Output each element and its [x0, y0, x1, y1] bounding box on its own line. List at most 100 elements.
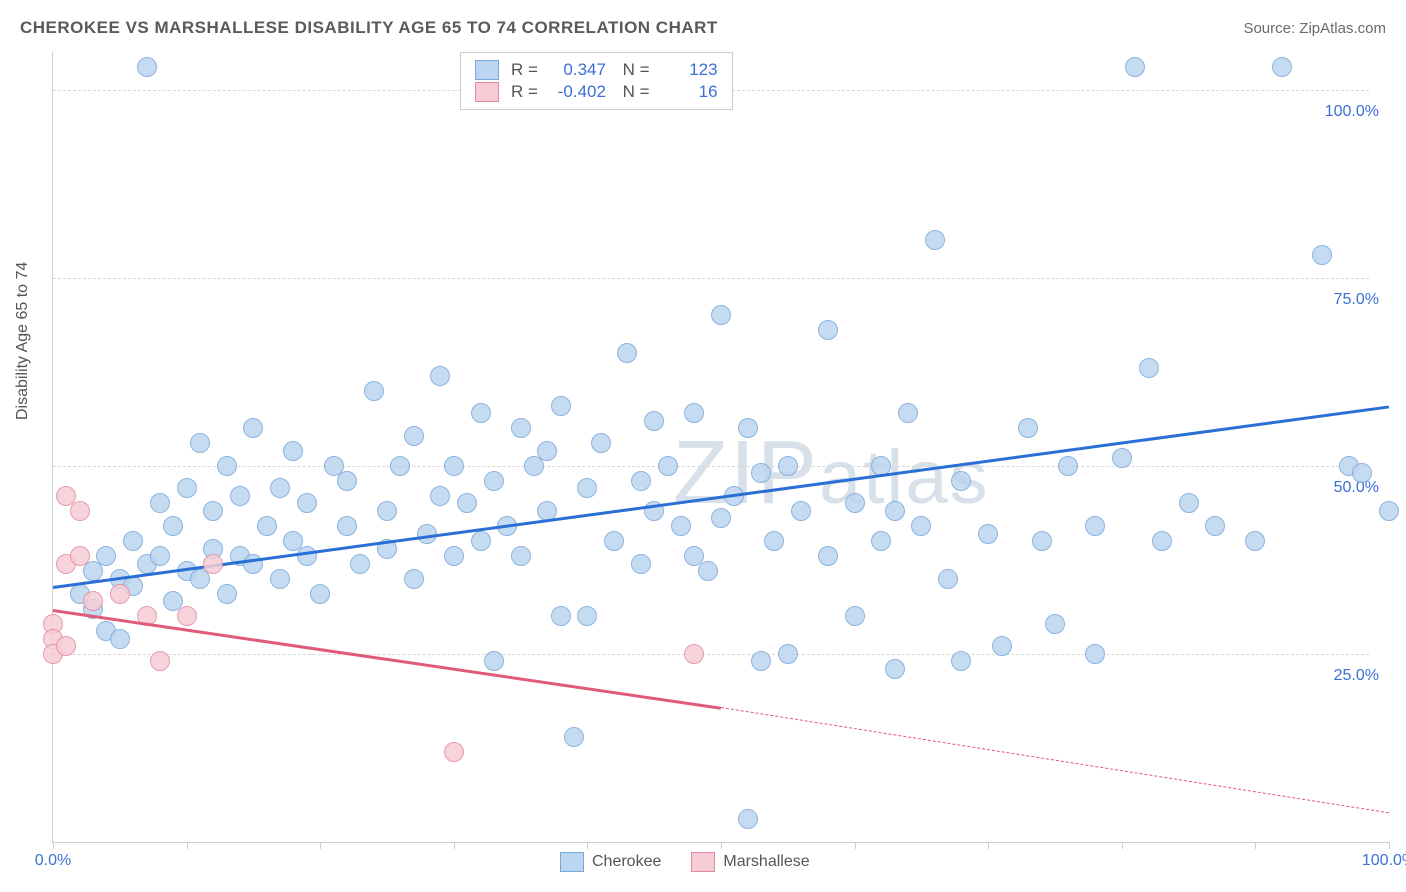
scatter-point: [177, 478, 197, 498]
scatter-point: [56, 636, 76, 656]
scatter-point: [751, 651, 771, 671]
scatter-point: [791, 501, 811, 521]
scatter-point: [1125, 57, 1145, 77]
scatter-point: [297, 493, 317, 513]
scatter-point: [684, 403, 704, 423]
scatter-point: [243, 554, 263, 574]
scatter-point: [444, 546, 464, 566]
scatter-point: [684, 546, 704, 566]
scatter-point: [591, 433, 611, 453]
scatter-point: [270, 478, 290, 498]
scatter-point: [577, 478, 597, 498]
scatter-point: [404, 426, 424, 446]
scatter-point: [511, 418, 531, 438]
scatter-point: [457, 493, 477, 513]
scatter-point: [898, 403, 918, 423]
xtick: [187, 842, 188, 849]
scatter-point: [1352, 463, 1372, 483]
scatter-point: [217, 584, 237, 604]
scatter-point: [684, 644, 704, 664]
scatter-point: [818, 546, 838, 566]
scatter-point: [110, 629, 130, 649]
legend-row-cherokee: R = 0.347 N = 123: [475, 59, 718, 81]
scatter-point: [230, 486, 250, 506]
scatter-point: [885, 659, 905, 679]
n-value-cherokee: 123: [662, 60, 718, 80]
gridline: [53, 654, 1369, 655]
r-value-cherokee: 0.347: [550, 60, 606, 80]
scatter-point: [1112, 448, 1132, 468]
scatter-point: [377, 501, 397, 521]
scatter-point: [70, 546, 90, 566]
scatter-point: [390, 456, 410, 476]
ytick-label: 75.0%: [1334, 291, 1379, 309]
chart-title: CHEROKEE VS MARSHALLESE DISABILITY AGE 6…: [20, 18, 718, 38]
xtick: [454, 842, 455, 849]
scatter-point: [1379, 501, 1399, 521]
legend-item-marshallese: Marshallese: [691, 852, 809, 872]
xtick: [988, 842, 989, 849]
legend-label-cherokee: Cherokee: [592, 853, 661, 871]
scatter-point: [925, 230, 945, 250]
scatter-point: [978, 524, 998, 544]
scatter-point: [818, 320, 838, 340]
scatter-point: [471, 531, 491, 551]
xtick: [1122, 842, 1123, 849]
xtick: [855, 842, 856, 849]
scatter-point: [551, 396, 571, 416]
r-value-marshallese: -0.402: [550, 82, 606, 102]
scatter-point: [711, 305, 731, 325]
scatter-point: [537, 441, 557, 461]
scatter-point: [617, 343, 637, 363]
series-legend: Cherokee Marshallese: [560, 852, 810, 872]
scatter-point: [484, 651, 504, 671]
scatter-point: [217, 456, 237, 476]
scatter-point: [778, 644, 798, 664]
scatter-point: [658, 456, 678, 476]
scatter-point: [1312, 245, 1332, 265]
n-value-marshallese: 16: [662, 82, 718, 102]
scatter-point: [1058, 456, 1078, 476]
scatter-point: [1152, 531, 1172, 551]
scatter-point: [123, 531, 143, 551]
scatter-point: [96, 546, 116, 566]
scatter-point: [350, 554, 370, 574]
xtick: [1389, 842, 1390, 849]
scatter-point: [911, 516, 931, 536]
scatter-point: [70, 501, 90, 521]
scatter-point: [297, 546, 317, 566]
scatter-point: [1085, 516, 1105, 536]
scatter-point: [992, 636, 1012, 656]
scatter-point: [150, 493, 170, 513]
scatter-point: [203, 501, 223, 521]
scatter-point: [951, 651, 971, 671]
legend-label-marshallese: Marshallese: [723, 853, 809, 871]
scatter-point: [1085, 644, 1105, 664]
scatter-point: [1205, 516, 1225, 536]
scatter-point: [871, 531, 891, 551]
scatter-point: [1139, 358, 1159, 378]
ytick-label: 100.0%: [1325, 103, 1379, 121]
scatter-point: [190, 433, 210, 453]
legend-row-marshallese: R = -0.402 N = 16: [475, 81, 718, 103]
scatter-point: [1045, 614, 1065, 634]
scatter-point: [203, 554, 223, 574]
scatter-point: [163, 516, 183, 536]
source-label: Source: ZipAtlas.com: [1243, 20, 1386, 37]
scatter-point: [778, 456, 798, 476]
swatch-marshallese: [475, 82, 499, 102]
scatter-point: [444, 742, 464, 762]
plot-area: ZIPatlas 25.0%50.0%75.0%100.0%0.0%100.0%: [52, 52, 1389, 843]
scatter-point: [83, 591, 103, 611]
scatter-point: [938, 569, 958, 589]
scatter-point: [711, 508, 731, 528]
scatter-point: [484, 471, 504, 491]
scatter-point: [283, 441, 303, 461]
scatter-point: [137, 57, 157, 77]
ytick-label: 25.0%: [1334, 667, 1379, 685]
scatter-point: [671, 516, 691, 536]
scatter-point: [257, 516, 277, 536]
scatter-point: [1272, 57, 1292, 77]
xtick: [721, 842, 722, 849]
scatter-point: [150, 651, 170, 671]
